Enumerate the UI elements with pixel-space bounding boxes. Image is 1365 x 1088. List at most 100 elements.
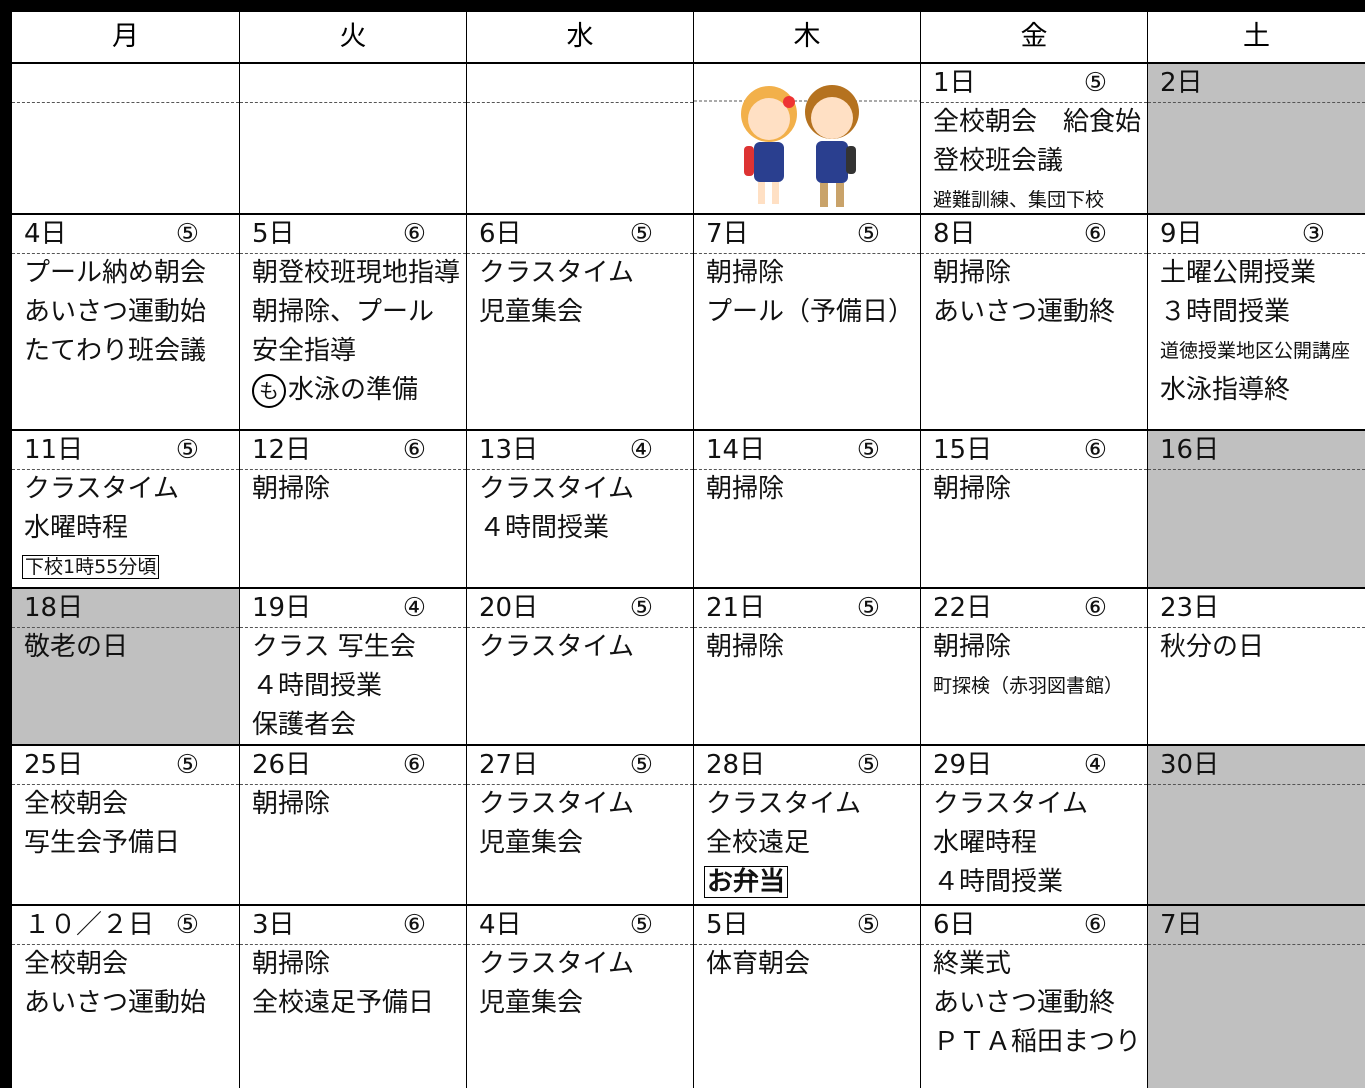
event: 写生会予備日	[24, 828, 181, 858]
event: 児童集会	[479, 297, 584, 327]
period-count: ⑥	[1083, 435, 1107, 465]
day-header: 金	[921, 12, 1147, 62]
event: クラスタイム	[479, 258, 634, 288]
date-line: 7日 ⑤	[694, 215, 920, 254]
date-line: 2日	[1148, 64, 1365, 103]
period-count: ⑤	[856, 593, 880, 623]
date-line: 5日 ⑤	[694, 906, 920, 945]
date-line: 18日	[12, 589, 239, 628]
date: 21日	[706, 593, 766, 623]
event: 朝掃除	[933, 632, 1012, 662]
day-header: 木	[694, 12, 920, 62]
period-count: ⑤	[629, 910, 653, 940]
period-count: ⑤	[629, 750, 653, 780]
event: ＰＴＡ稲田まつり	[933, 1027, 1142, 1057]
date: 7日	[706, 219, 749, 249]
event: クラスタイム	[479, 474, 634, 504]
event: 朝掃除	[706, 474, 785, 504]
event: 保護者会	[252, 710, 357, 740]
date: 18日	[24, 593, 84, 623]
date-line: 14日 ⑤	[694, 431, 920, 470]
day-cell: 7日 ⑤ 朝掃除 プール（予備日）	[694, 215, 920, 429]
day-header: 月	[12, 12, 239, 62]
period-count: ⑤	[856, 750, 880, 780]
day-cell: 9日 ③ 土曜公開授業 ３時間授業 道徳授業地区公開講座 水泳指導終	[1148, 215, 1365, 429]
date: 23日	[1160, 593, 1220, 623]
event: たてわり班会議	[24, 336, 207, 366]
date-line: 16日	[1148, 431, 1365, 470]
event: 朝掃除	[252, 474, 331, 504]
period-count: ⑥	[402, 219, 426, 249]
date-line: 8日 ⑥	[921, 215, 1147, 254]
date: 26日	[252, 750, 312, 780]
date-line: 4日 ⑤	[467, 906, 693, 945]
period-count: ⑤	[856, 910, 880, 940]
event: 体育朝会	[706, 949, 811, 979]
event-text: 下校1時55分頃	[22, 555, 160, 579]
period-count: ⑥	[402, 750, 426, 780]
event-text: 道徳授業地区公開講座	[1160, 340, 1351, 362]
period-count: ⑤	[1083, 68, 1107, 98]
event: 朝掃除、プール	[252, 297, 435, 327]
day-cell: 26日 ⑥ 朝掃除	[240, 746, 466, 904]
day-cell	[240, 64, 466, 213]
period-count: ⑥	[1083, 219, 1107, 249]
day-cell: 3日 ⑥ 朝掃除 全校遠足予備日	[240, 906, 466, 1088]
day-cell: 6日 ⑥ 終業式 あいさつ運動終 ＰＴＡ稲田まつり	[921, 906, 1147, 1088]
day-cell: 13日 ④ クラスタイム ４時間授業	[467, 431, 693, 587]
date-line	[12, 64, 239, 103]
date: 22日	[933, 593, 993, 623]
date-line: 22日 ⑥	[921, 589, 1147, 628]
event: クラス 写生会	[252, 632, 416, 662]
date-line: １０／２日 ⑤	[12, 906, 239, 945]
day-cell: １０／２日 ⑤ 全校朝会 あいさつ運動始	[12, 906, 239, 1088]
event: 水曜時程	[933, 828, 1038, 858]
event: 朝掃除	[706, 258, 785, 288]
date: 14日	[706, 435, 766, 465]
event: ４時間授業	[252, 671, 383, 701]
event: 避難訓練、集団下校	[921, 181, 1147, 220]
event: 全校朝会 給食始	[933, 107, 1142, 137]
event: 登校班会議	[933, 146, 1064, 176]
day-cell: 27日 ⑤ クラスタイム 児童集会	[467, 746, 693, 904]
date-line: 28日 ⑤	[694, 746, 920, 785]
day-cell: 7日	[1148, 906, 1365, 1088]
event: も水泳の準備	[240, 371, 466, 410]
day-cell: 19日 ④ クラス 写生会 ４時間授業保護者会	[240, 589, 466, 744]
event: 児童集会	[479, 828, 584, 858]
date: 4日	[24, 219, 67, 249]
date: 5日	[252, 219, 295, 249]
event: 土曜公開授業	[1160, 258, 1317, 288]
date: １０／２日	[24, 910, 155, 940]
event-text: お弁当	[704, 866, 789, 898]
event: あいさつ運動始	[24, 297, 207, 327]
date-line: 19日 ④	[240, 589, 466, 628]
event: あいさつ運動始	[24, 988, 207, 1018]
period-count: ③	[1301, 219, 1325, 249]
date-line: 7日	[1148, 906, 1365, 945]
day-cell: 18日敬老の日	[12, 589, 239, 744]
date-line: 1日 ⑤	[921, 64, 1147, 103]
period-count: ④	[402, 593, 426, 623]
day-cell: 23日 秋分の日	[1148, 589, 1365, 744]
day-cell: 5日 ⑥ 朝登校班現地指導 朝掃除、プール 安全指導も水泳の準備	[240, 215, 466, 429]
event: クラスタイム	[479, 949, 634, 979]
period-count: ⑤	[856, 435, 880, 465]
day-cell: 14日 ⑤ 朝掃除	[694, 431, 920, 587]
date: 6日	[479, 219, 522, 249]
period-count: ⑥	[1083, 593, 1107, 623]
date: 15日	[933, 435, 993, 465]
date-line: 9日 ③	[1148, 215, 1365, 254]
event: クラスタイム	[933, 789, 1088, 819]
period-count: ⑥	[1083, 910, 1107, 940]
event: ４時間授業	[479, 513, 610, 543]
circled-mark: も	[252, 374, 286, 408]
date-line: 13日 ④	[467, 431, 693, 470]
event: 町探検（赤羽図書館）	[921, 667, 1147, 706]
date-line: 3日 ⑥	[240, 906, 466, 945]
event: 敬老の日	[24, 632, 129, 662]
date: 13日	[479, 435, 539, 465]
date: 29日	[933, 750, 993, 780]
illustration	[694, 85, 920, 207]
